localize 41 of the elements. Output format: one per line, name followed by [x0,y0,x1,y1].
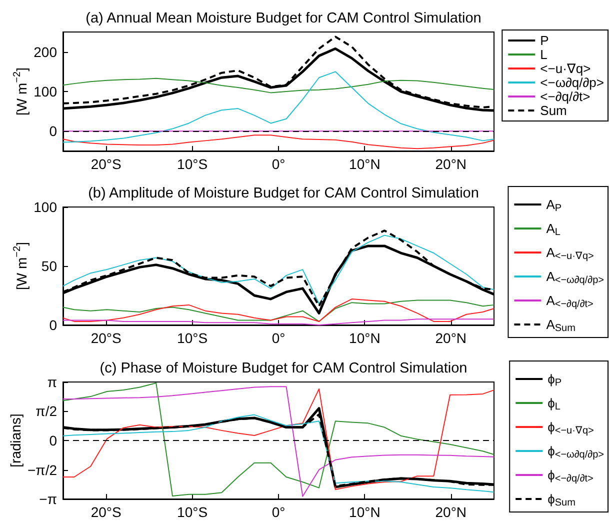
y-axis-title: [W m−2] [12,68,30,116]
x-tick-label: 0° [272,156,286,172]
line-series [62,134,494,150]
x-tick-label: 20°S [90,330,122,346]
legend-label: <−u·∇q> [540,61,591,76]
x-tick-label: 20°S [90,156,122,172]
x-tick-label: 0° [272,330,286,346]
line-series [62,78,494,94]
x-tick-label: 10°N [349,330,380,346]
chart-title: (c) Phase of Moisture Budget for CAM Control Simulation [100,360,468,376]
y-tick-label: −π/2 [27,462,58,478]
legend-label: L [540,47,548,62]
x-tick-label: 10°S [177,330,208,346]
x-tick-label: 10°S [177,156,208,172]
y-tick-label: π [47,374,58,390]
legend-label: <−ω∂q/∂p> [540,75,604,90]
legend-label: Sum [540,103,567,118]
legend-label: <−∂q/∂t> [540,89,590,104]
y-tick-label: 0 [49,432,58,448]
x-tick-label: 20°S [90,504,122,520]
chart-title: (a) Annual Mean Moisture Budget for CAM Control Simulation [86,10,482,26]
x-tick-label: 10°S [177,504,208,520]
x-tick-label: 0° [272,504,286,520]
y-tick-label: 100 [34,199,58,215]
x-tick-label: 10°N [349,504,380,520]
y-tick-label: 100 [34,84,58,100]
x-tick-label: 20°N [435,504,467,520]
x-tick-label: 20°N [435,330,467,346]
x-tick-label: 10°N [349,156,380,172]
y-tick-label: 50 [41,258,58,274]
y-tick-label: 0 [49,317,58,333]
y-tick-label: π/2 [36,403,58,420]
y-axis-title: [radians] [7,414,24,468]
line-series [62,71,494,143]
legend-label: P [540,33,549,48]
y-axis-title: [W m−2] [12,242,30,290]
x-tick-label: 20°N [435,156,467,172]
chart-title: (b) Amplitude of Moisture Budget for CAM Control Simulation [88,186,479,202]
y-tick-label: −π [39,491,58,507]
y-tick-label: 200 [34,44,58,60]
y-tick-label: 0 [49,123,58,140]
